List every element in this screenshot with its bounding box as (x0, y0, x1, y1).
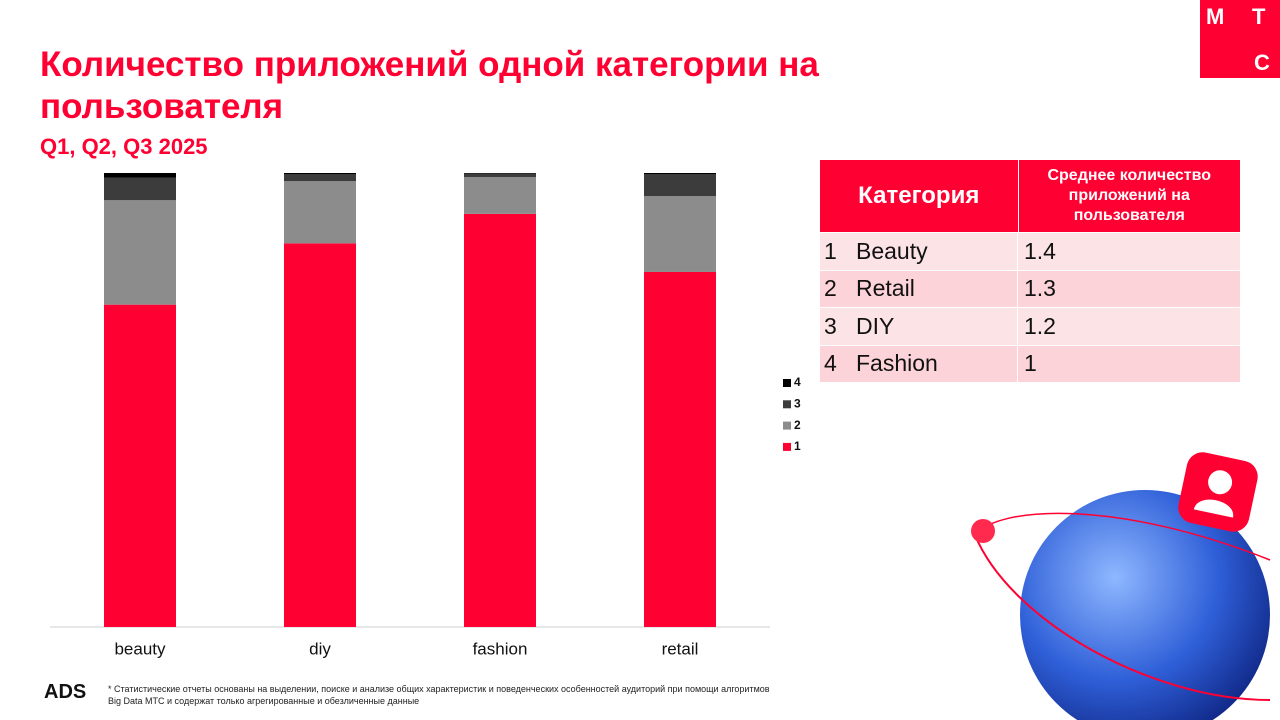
sphere (1020, 490, 1270, 720)
table-row: 4 Fashion 1 (820, 344, 1240, 382)
table-cell: Beauty (848, 233, 1018, 270)
bar-segment (464, 177, 536, 214)
orbit-ball (971, 519, 995, 543)
legend-swatch (783, 421, 791, 430)
bar-segment (464, 173, 536, 178)
brand: ADS (44, 681, 87, 703)
header-cell: Категория (820, 160, 1019, 232)
table-cell: 1.3 (1024, 275, 1056, 302)
header-cell: Среднее количество приложений на пользов… (1047, 167, 1212, 224)
legend-label: 2 (794, 418, 801, 432)
table-cell: Fashion (848, 345, 1018, 382)
bar-segment (104, 173, 176, 178)
bar-segment (644, 174, 716, 197)
table-cell: Retail (848, 270, 1018, 307)
bar-segment (464, 213, 536, 628)
title: Количество приложений одной категории на… (40, 45, 819, 126)
logo-letter: Т (1252, 4, 1266, 29)
table-row: 1 Beauty 1.4 (820, 232, 1240, 270)
x-tick-label: retail (662, 639, 699, 658)
bar-segment (284, 243, 356, 627)
legend-label: 3 (794, 396, 801, 410)
bar-segment (104, 200, 176, 305)
x-tick-label: diy (309, 639, 331, 658)
logo-letter: М (1206, 4, 1225, 29)
subtitle: Q1, Q2, Q3 2025 (40, 134, 208, 159)
legend-swatch (783, 442, 791, 451)
table-cell: DIY (848, 308, 1018, 345)
logo: М Т С (1200, 0, 1280, 78)
bar-segment (284, 181, 356, 244)
bar-segment (284, 174, 356, 182)
user-icon (1178, 452, 1258, 532)
table-body: 1 Beauty 1.4 2 Retail 1.3 3 DIY 1.2 4 Fashion 1 (820, 232, 1240, 382)
table-cell: 1 (824, 237, 837, 264)
bar-segment (644, 173, 716, 175)
table-cell: 1.4 (1024, 237, 1056, 264)
table-cell: 1 (1024, 350, 1037, 377)
legend-label: 1 (794, 439, 801, 453)
table-row: 3 DIY 1.2 (820, 307, 1240, 345)
bar-segment (104, 177, 176, 201)
bar-segment (284, 173, 356, 175)
decoration (971, 452, 1271, 720)
table: Категория Среднее количество приложений … (820, 160, 1240, 382)
bar-segment (644, 196, 716, 272)
legend-swatch (783, 400, 791, 409)
table-row: 2 Retail 1.3 (820, 269, 1240, 307)
table-cell: 1.2 (1024, 312, 1056, 339)
logo-letter: С (1254, 50, 1270, 75)
footnote: * Статистические отчеты основаны на выде… (108, 684, 770, 706)
table-header: Категория Среднее количество приложений … (820, 160, 1240, 232)
x-tick-label: fashion (473, 639, 528, 658)
legend-swatch (783, 379, 791, 387)
bar-segment (644, 271, 716, 627)
bar-segment (104, 304, 176, 627)
orbit (974, 534, 1271, 701)
legend-label: 4 (794, 375, 801, 389)
table-cell: 2 (824, 275, 837, 302)
table-cell: 3 (824, 312, 837, 339)
table-cell: 4 (824, 350, 837, 377)
x-tick-label: beauty (114, 639, 166, 658)
